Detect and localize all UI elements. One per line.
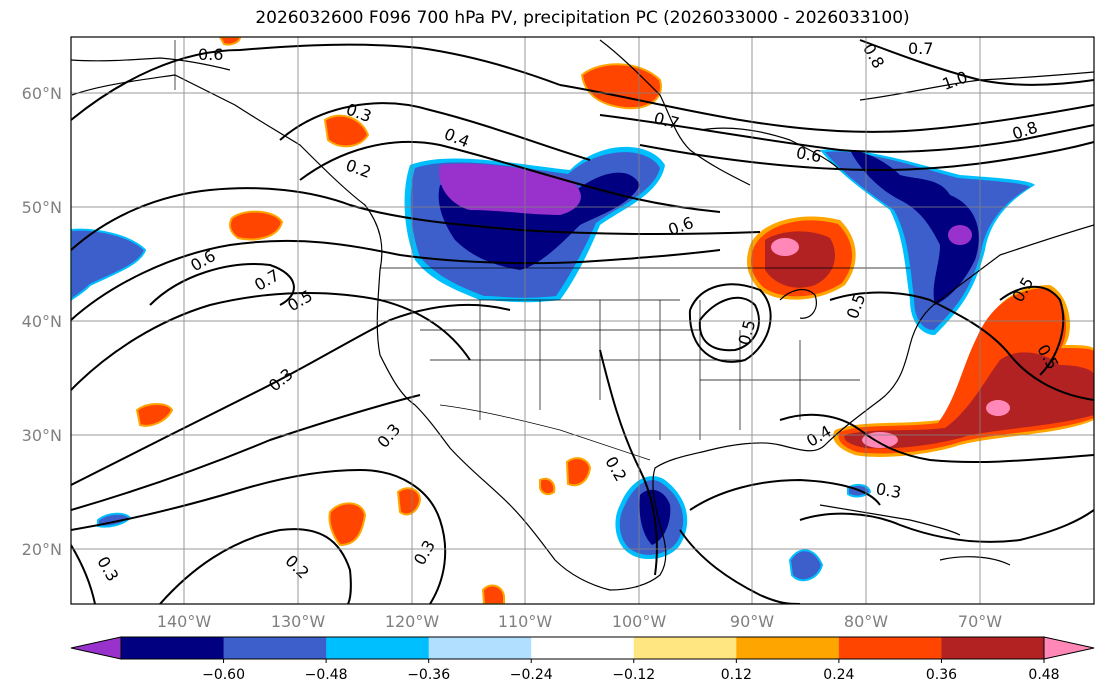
lon-label: 130°W [271, 612, 326, 631]
negative-anomaly-ne-mid [825, 151, 1030, 330]
colorbar-swatch [326, 637, 430, 659]
contour-label: 0.7 [908, 39, 933, 58]
colorbar-swatch [428, 637, 532, 659]
colorbar-outline [120, 636, 1045, 660]
positive-anomaly-pacific-b [135, 403, 174, 427]
colorbar-swatch [121, 637, 225, 659]
colorbar-swatch [838, 637, 942, 659]
lat-label: 60°N [22, 84, 62, 103]
colorbar-swatch [633, 637, 737, 659]
colorbar-tick-label: −0.48 [305, 667, 348, 683]
contour-label: 0.3 [874, 479, 902, 502]
lon-label: 80°W [844, 612, 888, 631]
lon-label: 120°W [385, 612, 440, 631]
colorbar-tick-label: 0.24 [823, 667, 854, 683]
negative-anomaly-caribbean [788, 549, 824, 582]
positive-anomaly-mexico-a [565, 457, 592, 487]
colorbar: −0.60 −0.48 −0.36 −0.24 −0.12 0.12 0.24 0.36 0.4… [70, 636, 1095, 683]
colorbar-extend-high [1043, 636, 1095, 660]
positive-anomaly-pacific-d [396, 487, 422, 516]
map-frame [70, 36, 1095, 605]
longitude-labels: 140°W 130°W 120°W 110°W 100°W 90°W 80°W … [157, 612, 1002, 631]
colorbar-tick-label: −0.60 [202, 667, 245, 683]
map-title: 2026032600 F096 700 hPa PV, precipitatio… [255, 8, 910, 28]
positive-anomaly-atlantic-peak-a [862, 432, 898, 448]
positive-anomaly-alaska [323, 114, 370, 148]
colorbar-swatch [531, 637, 635, 659]
negative-anomaly-ne-core [850, 150, 979, 305]
positive-anomaly-pacific-a [229, 210, 284, 241]
positive-anomaly-south [481, 584, 505, 604]
colorbar-tick-label: −0.36 [407, 667, 450, 683]
lat-label: 50°N [22, 198, 62, 217]
lat-label: 40°N [22, 312, 62, 331]
lon-label: 140°W [157, 612, 212, 631]
lon-label: 90°W [730, 612, 774, 631]
lat-label: 30°N [22, 426, 62, 445]
lon-label: 110°W [498, 612, 553, 631]
positive-anomaly-atlantic-peak-b [986, 400, 1010, 416]
gridlines [71, 37, 1094, 604]
lat-label: 20°N [22, 540, 62, 559]
negative-anomaly-nw-peak [439, 163, 581, 215]
positive-anomaly-great-lakes-peak [771, 238, 799, 256]
contour-label: 0.6 [198, 45, 223, 64]
colorbar-tick-label: 0.12 [721, 667, 752, 683]
colorbar-tick-label: −0.12 [612, 667, 655, 683]
colorbar-tick-label: −0.24 [510, 667, 553, 683]
latitude-labels: 60°N 50°N 40°N 30°N 20°N [22, 84, 62, 559]
colorbar-swatch [736, 637, 840, 659]
positive-anomaly-mexico-b [539, 477, 556, 496]
colorbar-tick-label: 0.36 [926, 667, 957, 683]
positive-anomaly-labrador [580, 63, 662, 110]
positive-anomaly-pacific-c [328, 502, 367, 547]
negative-anomaly-ne-peak [948, 225, 972, 245]
colorbar-extend-low [70, 636, 122, 660]
colorbar-swatch [223, 637, 327, 659]
lon-label: 70°W [958, 612, 1002, 631]
contour-label: 0.6 [795, 143, 823, 166]
lon-label: 100°W [612, 612, 667, 631]
colorbar-tick-label: 0.48 [1028, 667, 1059, 683]
negative-anomaly-pacific [71, 228, 147, 301]
colorbar-swatch [941, 637, 1045, 659]
